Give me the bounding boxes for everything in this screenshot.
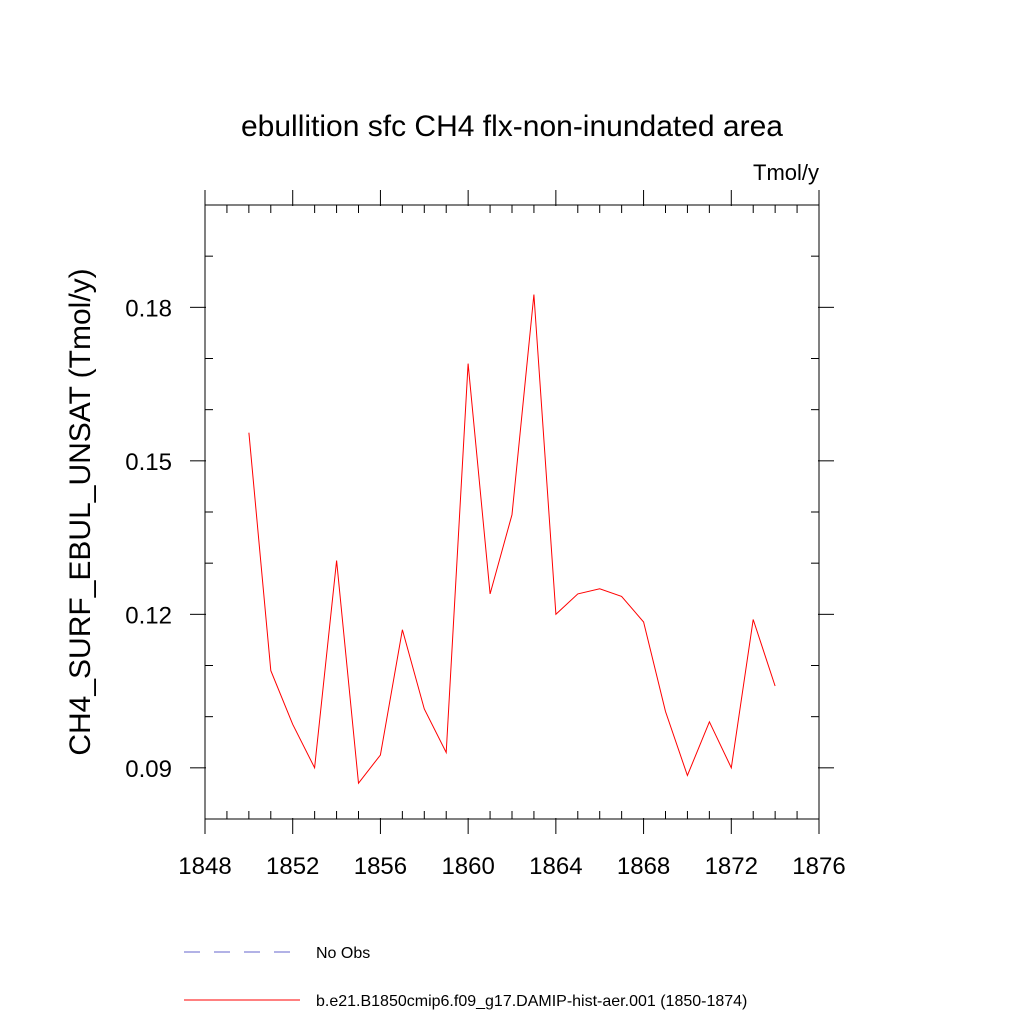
x-tick-label: 1872 [705,853,758,880]
x-tick-label: 1868 [617,853,670,880]
series-line [248,294,776,785]
legend-entry-no-obs: No Obs [316,945,370,962]
y-tick-label: 0.15 [125,449,172,476]
y-axis-label: CH4_SURF_EBUL_UNSAT (Tmol/y) [64,268,97,755]
x-tick-label: 1864 [529,853,582,880]
y-tick-label: 0.12 [125,602,172,629]
chart-title: ebullition sfc CH4 flx-non-inundated are… [241,110,783,143]
x-tick-label: 1848 [178,853,231,880]
units-label: Tmol/y [753,160,819,185]
x-tick-label: 1860 [441,853,494,880]
x-tick-label: 1856 [354,853,407,880]
y-tick-label: 0.18 [125,295,172,322]
y-tick-label: 0.09 [125,756,172,783]
legend-entry-model-run: b.e21.B1850cmip6.f09_g17.DAMIP-hist-aer.… [316,993,747,1010]
x-tick-label: 1876 [792,853,845,880]
x-axis-ticks: 1848 1852 1856 1860 1864 1868 1872 1876 [178,190,846,880]
legend: No Obs b.e21.B1850cmip6.f09_g17.DAMIP-hi… [184,945,747,1010]
y-axis-ticks: 0.09 0.12 0.15 0.18 [125,204,834,820]
series-layer [248,294,776,785]
x-tick-label: 1852 [266,853,319,880]
